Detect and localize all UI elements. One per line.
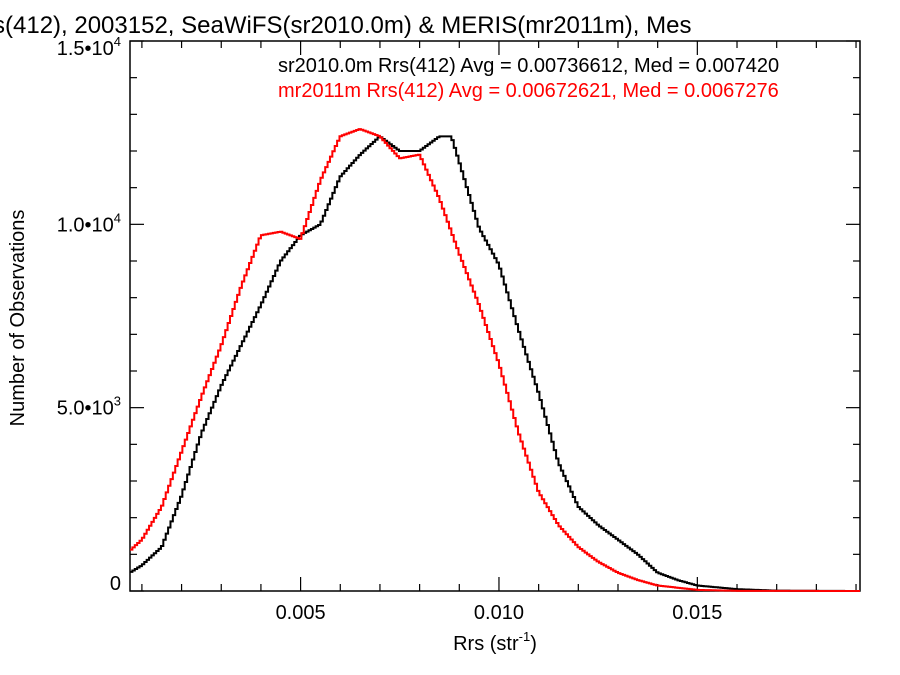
series-red-histogram <box>130 128 860 592</box>
legend-entry-red: mr2011m Rrs(412) Avg = 0.00672621, Med =… <box>278 80 779 102</box>
y-tick-label: 0 <box>110 573 121 595</box>
x-tick-label: 0.010 <box>474 602 524 624</box>
series-black-histogram <box>130 135 860 592</box>
y-tick-label: 5.0•103 <box>57 394 121 420</box>
x-tick-label: 0.005 <box>276 602 326 624</box>
x-axis-label-exponent: -1 <box>519 629 531 644</box>
x-axis-label-text: Rrs (str <box>453 633 519 655</box>
chart-title: s(412), 2003152, SeaWiFS(sr2010.0m) & ME… <box>0 12 691 39</box>
x-axis: 0.005 0.010 0.015 <box>141 41 857 624</box>
plot-frame <box>129 40 861 592</box>
y-axis: 0 5.0•103 1.0•104 1.5•104 <box>57 34 860 595</box>
series-layer <box>130 128 860 592</box>
x-tick-label: 0.015 <box>672 602 722 624</box>
y-tick-label: 1.0•104 <box>57 210 121 236</box>
y-tick-label: 1.5•104 <box>57 34 121 60</box>
legend-entry-black: sr2010.0m Rrs(412) Avg = 0.00736612, Med… <box>278 55 779 77</box>
x-axis-label-close: ) <box>530 633 537 655</box>
x-axis-label: Rrs (str-1) <box>453 629 537 655</box>
y-axis-label: Number of Observations <box>7 210 29 427</box>
